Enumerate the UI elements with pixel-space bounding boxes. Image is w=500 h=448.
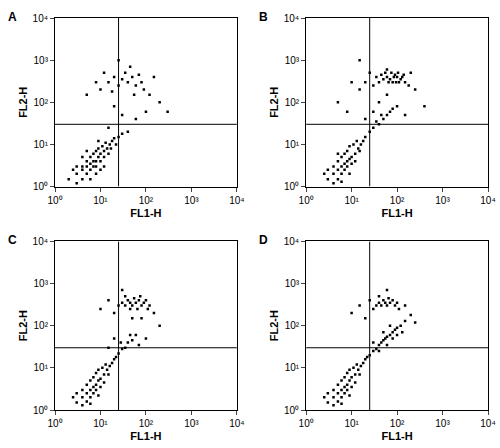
- svg-text:10²: 10²: [34, 320, 49, 331]
- svg-text:10³: 10³: [184, 418, 199, 429]
- svg-text:10⁴: 10⁴: [229, 418, 244, 429]
- svg-text:10²: 10²: [139, 195, 154, 206]
- svg-text:10²: 10²: [390, 418, 405, 429]
- svg-text:10⁴: 10⁴: [284, 13, 299, 24]
- svg-text:10⁴: 10⁴: [33, 13, 48, 24]
- svg-text:10¹: 10¹: [93, 195, 108, 206]
- svg-text:A: A: [8, 10, 17, 24]
- svg-text:10⁰: 10⁰: [284, 181, 299, 192]
- svg-text:D: D: [259, 233, 268, 247]
- svg-text:10³: 10³: [34, 55, 49, 66]
- svg-text:10²: 10²: [139, 418, 154, 429]
- svg-text:10³: 10³: [184, 195, 199, 206]
- svg-text:FL1-H: FL1-H: [130, 207, 161, 219]
- svg-text:10¹: 10¹: [34, 362, 49, 373]
- svg-text:10⁰: 10⁰: [33, 405, 48, 416]
- svg-text:10⁰: 10⁰: [33, 181, 48, 192]
- svg-text:FL2-H: FL2-H: [268, 310, 280, 341]
- svg-text:10¹: 10¹: [344, 418, 359, 429]
- svg-text:10²: 10²: [285, 97, 300, 108]
- svg-text:10³: 10³: [285, 278, 300, 289]
- svg-text:10⁰: 10⁰: [284, 405, 299, 416]
- svg-text:10³: 10³: [34, 278, 49, 289]
- svg-text:10⁴: 10⁴: [480, 195, 495, 206]
- svg-text:FL2-H: FL2-H: [268, 87, 280, 118]
- svg-text:10⁰: 10⁰: [299, 418, 314, 429]
- svg-text:10⁴: 10⁴: [33, 236, 48, 247]
- svg-text:C: C: [8, 233, 17, 247]
- svg-text:FL1-H: FL1-H: [381, 430, 412, 442]
- svg-text:FL1-H: FL1-H: [381, 207, 412, 219]
- svg-text:FL2-H: FL2-H: [17, 310, 29, 341]
- svg-text:10³: 10³: [435, 195, 450, 206]
- svg-text:FL1-H: FL1-H: [130, 430, 161, 442]
- svg-text:10³: 10³: [285, 55, 300, 66]
- svg-text:10²: 10²: [390, 195, 405, 206]
- svg-text:10¹: 10¹: [344, 195, 359, 206]
- svg-text:10⁴: 10⁴: [284, 236, 299, 247]
- svg-text:10⁰: 10⁰: [47, 195, 62, 206]
- svg-text:10¹: 10¹: [93, 418, 108, 429]
- svg-text:10¹: 10¹: [34, 139, 49, 150]
- svg-text:10⁴: 10⁴: [480, 418, 495, 429]
- svg-text:10¹: 10¹: [285, 362, 300, 373]
- svg-text:10⁴: 10⁴: [229, 195, 244, 206]
- svg-text:10³: 10³: [435, 418, 450, 429]
- svg-text:B: B: [259, 10, 268, 24]
- svg-text:10²: 10²: [34, 97, 49, 108]
- svg-text:10⁰: 10⁰: [299, 195, 314, 206]
- svg-text:10¹: 10¹: [285, 139, 300, 150]
- svg-text:FL2-H: FL2-H: [17, 87, 29, 118]
- svg-text:10²: 10²: [285, 320, 300, 331]
- svg-text:10⁰: 10⁰: [47, 418, 62, 429]
